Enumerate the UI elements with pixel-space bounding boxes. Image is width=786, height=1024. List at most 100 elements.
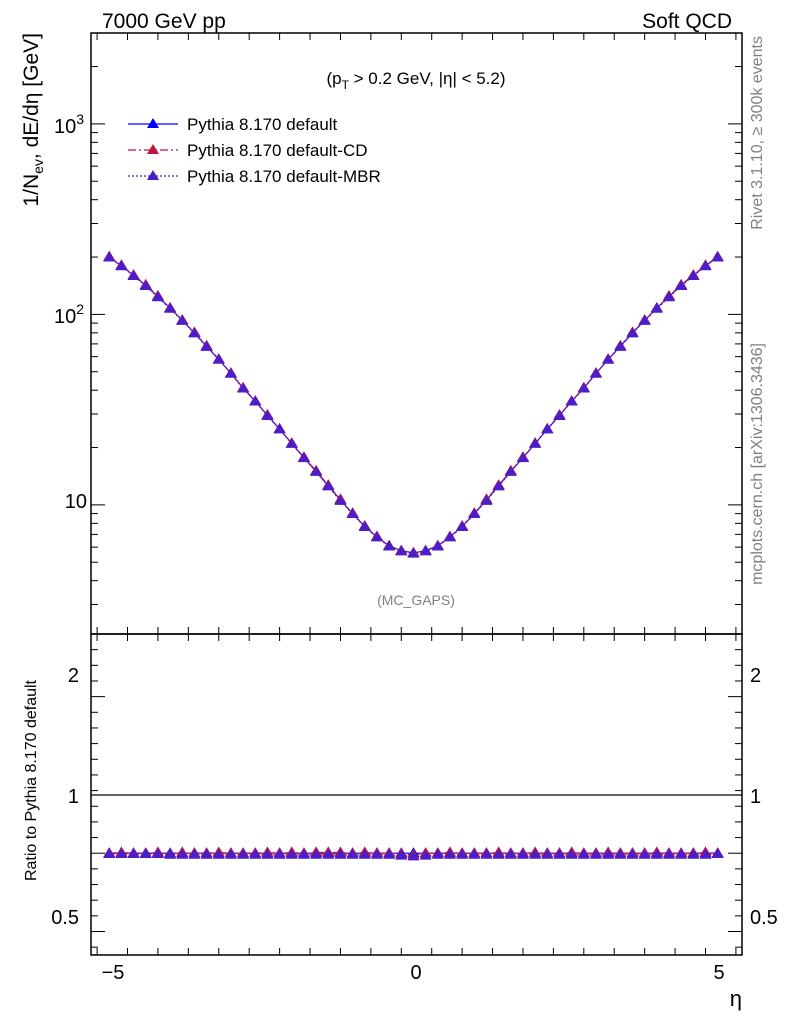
legend-entry-default: Pythia 8.170 default <box>128 115 338 134</box>
legend-label-mbr: Pythia 8.170 default-MBR <box>187 167 381 186</box>
x-tick-label-minus5: −5 <box>102 962 125 984</box>
main-tick-label-100: 102 <box>54 301 84 328</box>
main-point-mbr <box>139 279 152 290</box>
ratio-point-mbr <box>261 848 274 859</box>
main-point-mbr <box>370 531 383 542</box>
main-point-mbr <box>492 480 505 491</box>
cuts-post: > 0.2 GeV, |η| < 5.2) <box>349 69 506 88</box>
rivet-label: Rivet 3.1.10, ≥ 300k events <box>749 36 766 230</box>
main-point-mbr <box>638 314 651 325</box>
ratio-tick-label-left-2: 2 <box>68 665 79 687</box>
ratio-point-mbr <box>711 848 724 859</box>
header-right: Soft QCD <box>642 10 732 33</box>
main-point-mbr <box>602 353 615 364</box>
ratio-point-mbr <box>456 848 469 859</box>
main-point-mbr <box>200 340 213 351</box>
ratio-point-mbr <box>626 848 639 859</box>
ratio-point-mbr <box>553 848 566 859</box>
main-point-mbr <box>431 540 444 551</box>
x-tick-label-0: 0 <box>410 962 421 984</box>
ratio-tick-label-right-2: 2 <box>750 665 761 687</box>
ratio-point-mbr <box>322 848 335 859</box>
ratio-point-mbr <box>224 848 237 859</box>
main-point-mbr <box>224 367 237 378</box>
main-point-mbr <box>358 521 371 532</box>
ratio-point-mbr <box>176 848 189 859</box>
ratio-point-mbr <box>492 848 505 859</box>
ratio-point-mbr <box>164 848 177 859</box>
ratio-point-mbr <box>127 848 140 859</box>
main-point-mbr <box>626 327 639 338</box>
legend-entry-mbr: Pythia 8.170 default-MBR <box>128 167 381 186</box>
main-point-mbr <box>589 367 602 378</box>
ratio-y-axis-label: Ratio to Pythia 8.170 default <box>23 679 40 881</box>
ratio-point-mbr <box>285 848 298 859</box>
ratio-point-mbr <box>334 848 347 859</box>
ratio-point-mbr <box>249 848 262 859</box>
legend-marker-default <box>147 118 159 128</box>
ratio-tick-label-right-0.5: 0.5 <box>750 907 778 929</box>
main-line-cd <box>108 256 718 554</box>
main-point-mbr <box>188 327 201 338</box>
ratio-point-mbr <box>699 848 712 859</box>
main-point-mbr <box>407 547 420 558</box>
ratio-point-mbr <box>541 848 554 859</box>
main-point-mbr <box>383 540 396 551</box>
ratio-point-mbr <box>188 848 201 859</box>
ratio-tick-label-right-1: 1 <box>750 786 761 808</box>
main-series-layer <box>103 250 724 558</box>
ratio-point-mbr <box>407 850 420 861</box>
ratio-point-mbr <box>675 848 688 859</box>
ratio-point-mbr <box>297 848 310 859</box>
main-line-mbr <box>108 257 718 555</box>
ratio-series-layer <box>103 846 724 861</box>
main-point-mbr <box>480 494 493 505</box>
main-point-mbr <box>687 270 700 281</box>
main-point-mbr <box>468 508 481 519</box>
ratio-point-mbr <box>395 849 408 860</box>
ratio-point-mbr <box>516 848 529 859</box>
main-tick-label-100-exp: 2 <box>76 301 84 317</box>
main-tick-label-1000-base: 10 <box>54 116 76 138</box>
main-point-mbr <box>115 260 128 271</box>
main-point-mbr <box>662 291 675 302</box>
main-point-mbr <box>151 291 164 302</box>
ratio-point-mbr <box>504 848 517 859</box>
main-point-mbr <box>237 382 250 393</box>
main-y-axis-label: 1/Nev, dE/dη [GeV] <box>20 33 46 207</box>
cuts-sub: T <box>342 78 350 92</box>
header-left: 7000 GeV pp <box>102 10 226 33</box>
ratio-point-mbr <box>577 848 590 859</box>
ratio-tick-label-left-1: 1 <box>68 786 79 808</box>
main-tick-label-100-text: 102 <box>54 301 84 328</box>
ratio-point-mbr <box>443 848 456 859</box>
main-point-mbr <box>395 545 408 556</box>
ratio-point-mbr <box>103 848 116 859</box>
ratio-point-mbr <box>115 848 128 859</box>
main-y-label-pre: 1/N <box>20 174 43 207</box>
ratio-point-mbr <box>370 848 383 859</box>
ratio-point-mbr <box>468 848 481 859</box>
ratio-point-mbr <box>237 848 250 859</box>
ratio-point-mbr <box>589 848 602 859</box>
ratio-point-mbr <box>212 848 225 859</box>
main-point-mbr <box>322 480 335 491</box>
ratio-tick-label-left-0.5: 0.5 <box>51 907 79 929</box>
x-axis-label: η <box>730 986 742 1011</box>
main-point-mbr <box>675 279 688 290</box>
main-tick-label-1000: 103 <box>54 111 84 138</box>
main-point-mbr <box>553 409 566 420</box>
ratio-point-mbr <box>480 848 493 859</box>
main-point-mbr <box>334 494 347 505</box>
main-line-default <box>108 256 718 554</box>
main-tick-label-10-base: 10 <box>65 491 87 513</box>
ratio-point-mbr <box>273 848 286 859</box>
ratio-point-mbr <box>419 849 432 860</box>
main-point-mbr <box>103 251 116 262</box>
ratio-axis-ticks <box>91 649 742 948</box>
ratio-point-mbr <box>565 848 578 859</box>
legend-label-default: Pythia 8.170 default <box>187 115 338 134</box>
legend-marker-mbr <box>147 170 159 180</box>
main-point-mbr <box>297 452 310 463</box>
